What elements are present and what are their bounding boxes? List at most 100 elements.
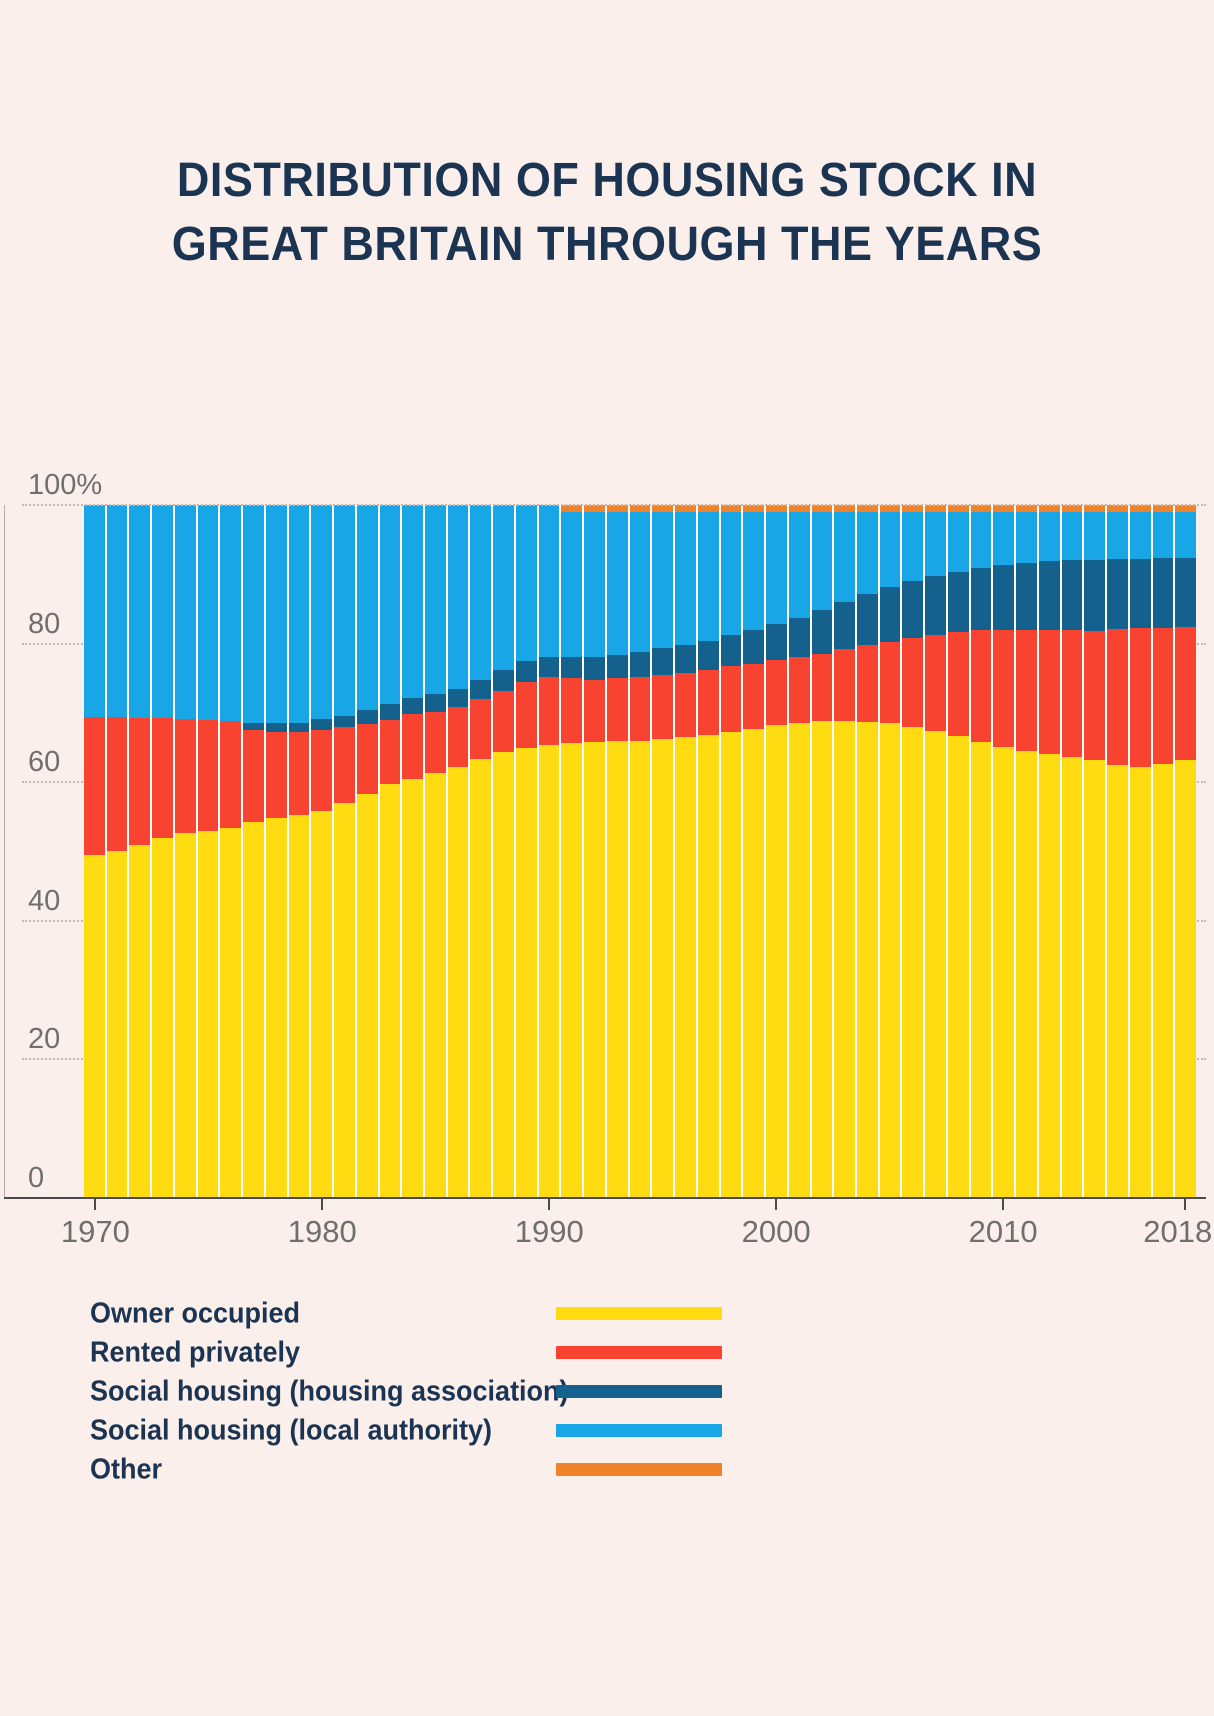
bar-1971 — [104, 505, 128, 1198]
legend-label-social-housing-local-authority: Social housing (local authority) — [90, 1414, 493, 1446]
segment-2003-rented-privately — [834, 649, 855, 721]
bar-1989 — [513, 505, 537, 1198]
legend-swatch-social-housing-local-authority — [556, 1424, 722, 1437]
segment-1981-social-housing-local-authority — [334, 505, 355, 716]
segment-1995-social-housing-housing-association — [652, 648, 674, 675]
segment-2013-other — [1061, 505, 1083, 512]
segment-1976-rented-privately — [220, 720, 242, 828]
segment-2005-owner-occupied — [879, 723, 901, 1198]
segment-2003-social-housing-housing-association — [834, 602, 855, 650]
segment-2017-rented-privately — [1152, 628, 1174, 765]
segment-1984-social-housing-local-authority — [402, 505, 424, 699]
bar-1994 — [627, 505, 651, 1198]
segment-2001-other — [788, 505, 810, 512]
segment-1989-owner-occupied — [515, 747, 537, 1198]
segment-1992-rented-privately — [584, 679, 605, 743]
segment-1989-rented-privately — [515, 681, 537, 748]
y-axis-line — [4, 505, 5, 1198]
x-axis-label-1970: 1970 — [60, 1214, 130, 1249]
legend-label-social-housing-housing-association: Social housing (housing association) — [90, 1375, 569, 1407]
segment-2009-owner-occupied — [970, 742, 992, 1198]
segment-1972-owner-occupied — [129, 844, 151, 1198]
segment-2011-owner-occupied — [1016, 751, 1037, 1198]
legend-row-social-housing-local-authority: Social housing (local authority) — [90, 1411, 1130, 1450]
x-tick-1980 — [321, 1199, 324, 1210]
bar-1997 — [695, 505, 719, 1198]
segment-2012-social-housing-housing-association — [1038, 561, 1060, 630]
bar-1986 — [445, 505, 469, 1198]
segment-1981-owner-occupied — [334, 803, 355, 1198]
x-tick-2000 — [775, 1199, 778, 1210]
segment-1979-rented-privately — [288, 731, 310, 815]
bar-1992 — [582, 505, 605, 1198]
segment-2012-other — [1038, 505, 1060, 512]
segment-1987-social-housing-housing-association — [470, 679, 492, 700]
segment-2011-social-housing-housing-association — [1016, 563, 1037, 630]
segment-2004-rented-privately — [856, 645, 878, 722]
segment-2001-owner-occupied — [788, 722, 810, 1198]
legend-row-rented-privately: Rented privately — [90, 1333, 1130, 1372]
stacked-bars — [84, 505, 1196, 1198]
segment-1980-social-housing-local-authority — [311, 505, 333, 720]
segment-2014-rented-privately — [1084, 631, 1106, 761]
segment-2002-owner-occupied — [811, 721, 833, 1198]
legend-row-social-housing-housing-association: Social housing (housing association) — [90, 1372, 1130, 1411]
segment-2011-rented-privately — [1016, 629, 1037, 752]
segment-2006-owner-occupied — [902, 726, 924, 1198]
segment-1985-rented-privately — [425, 711, 446, 774]
segment-1979-owner-occupied — [288, 814, 310, 1198]
segment-1978-rented-privately — [265, 731, 287, 819]
segment-1980-rented-privately — [311, 729, 333, 812]
segment-2003-other — [834, 505, 855, 512]
segment-2015-social-housing-local-authority — [1107, 511, 1128, 560]
segment-1971-social-housing-local-authority — [106, 505, 128, 718]
segment-1994-owner-occupied — [629, 740, 651, 1198]
segment-2016-social-housing-local-authority — [1129, 511, 1151, 560]
segment-2018-social-housing-housing-association — [1175, 558, 1196, 627]
bar-1999 — [741, 505, 765, 1198]
bar-1988 — [491, 505, 514, 1198]
segment-1977-social-housing-housing-association — [243, 722, 264, 730]
segment-1981-rented-privately — [334, 727, 355, 803]
segment-1970-social-housing-local-authority — [84, 505, 105, 718]
segment-1996-owner-occupied — [675, 737, 696, 1198]
bar-1981 — [332, 505, 355, 1198]
chart-title: DISTRIBUTION OF HOUSING STOCK IN GREAT B… — [0, 148, 1214, 276]
segment-1990-social-housing-local-authority — [538, 505, 560, 657]
segment-1997-rented-privately — [697, 669, 719, 736]
legend-row-owner-occupied: Owner occupied — [90, 1294, 1130, 1333]
bar-2013 — [1059, 505, 1083, 1198]
segment-2005-social-housing-local-authority — [879, 511, 901, 587]
segment-1975-owner-occupied — [197, 830, 219, 1198]
segment-1987-rented-privately — [470, 699, 492, 760]
segment-1999-rented-privately — [743, 663, 765, 729]
legend-swatch-other — [556, 1463, 722, 1476]
bar-2001 — [786, 505, 810, 1198]
segment-1993-social-housing-local-authority — [606, 511, 628, 655]
segment-1986-owner-occupied — [447, 766, 469, 1198]
segment-2010-owner-occupied — [993, 746, 1015, 1198]
bar-2010 — [991, 505, 1015, 1198]
segment-1994-social-housing-housing-association — [629, 651, 651, 677]
segment-1977-owner-occupied — [243, 822, 264, 1198]
segment-1996-social-housing-housing-association — [675, 645, 696, 673]
bar-2016 — [1127, 505, 1151, 1198]
segment-1999-social-housing-housing-association — [743, 629, 765, 664]
segment-2008-social-housing-local-authority — [947, 511, 969, 573]
segment-2011-other — [1016, 505, 1037, 512]
segment-2002-rented-privately — [811, 654, 833, 722]
segment-1984-social-housing-housing-association — [402, 698, 424, 715]
bar-1978 — [263, 505, 287, 1198]
segment-1997-social-housing-housing-association — [697, 640, 719, 670]
segment-1972-rented-privately — [129, 717, 151, 845]
segment-2010-rented-privately — [993, 629, 1015, 747]
bar-2007 — [923, 505, 946, 1198]
segment-1997-other — [697, 505, 719, 512]
x-axis-label-1980: 1980 — [287, 1214, 357, 1249]
bar-1998 — [718, 505, 742, 1198]
chart-plot-region: 100% 80 60 40 20 0 — [0, 471, 1206, 1198]
segment-2016-other — [1129, 505, 1151, 512]
x-tick-1970 — [94, 1199, 97, 1210]
segment-1990-social-housing-housing-association — [538, 656, 560, 677]
